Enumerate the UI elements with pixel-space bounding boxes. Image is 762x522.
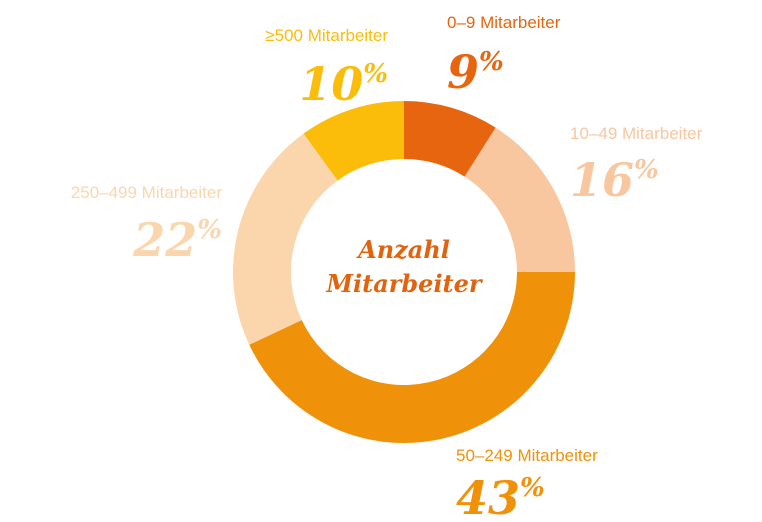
donut-segment [232,133,338,345]
donut-segment [464,127,575,272]
donut-segment [404,101,496,177]
category-label: 50–249 Mitarbeiter [456,446,598,465]
value-number: 9 [447,45,479,99]
value-label: 16% [570,153,659,207]
donut-segment [249,272,575,443]
category-label: 10–49 Mitarbeiter [570,124,703,143]
value-unit: % [634,155,659,185]
value-unit: % [520,473,545,503]
category-label: ≥500 Mitarbeiter [265,26,388,45]
center-text: Anzahl [356,235,450,264]
value-label: 22% [132,213,222,267]
category-label: 0–9 Mitarbeiter [447,13,561,32]
value-unit: % [197,215,222,245]
value-unit: % [363,59,388,89]
center-text: Mitarbeiter [325,269,483,298]
value-number: 16 [570,153,634,207]
donut-segment [303,101,404,181]
category-label: 250–499 Mitarbeiter [71,183,223,202]
value-label: 43% [456,471,545,522]
value-label: 10% [299,57,388,111]
value-number: 22 [132,213,197,267]
value-number: 43 [456,471,520,522]
value-label: 9% [447,45,504,99]
value-number: 10 [299,57,363,111]
value-unit: % [479,47,504,77]
